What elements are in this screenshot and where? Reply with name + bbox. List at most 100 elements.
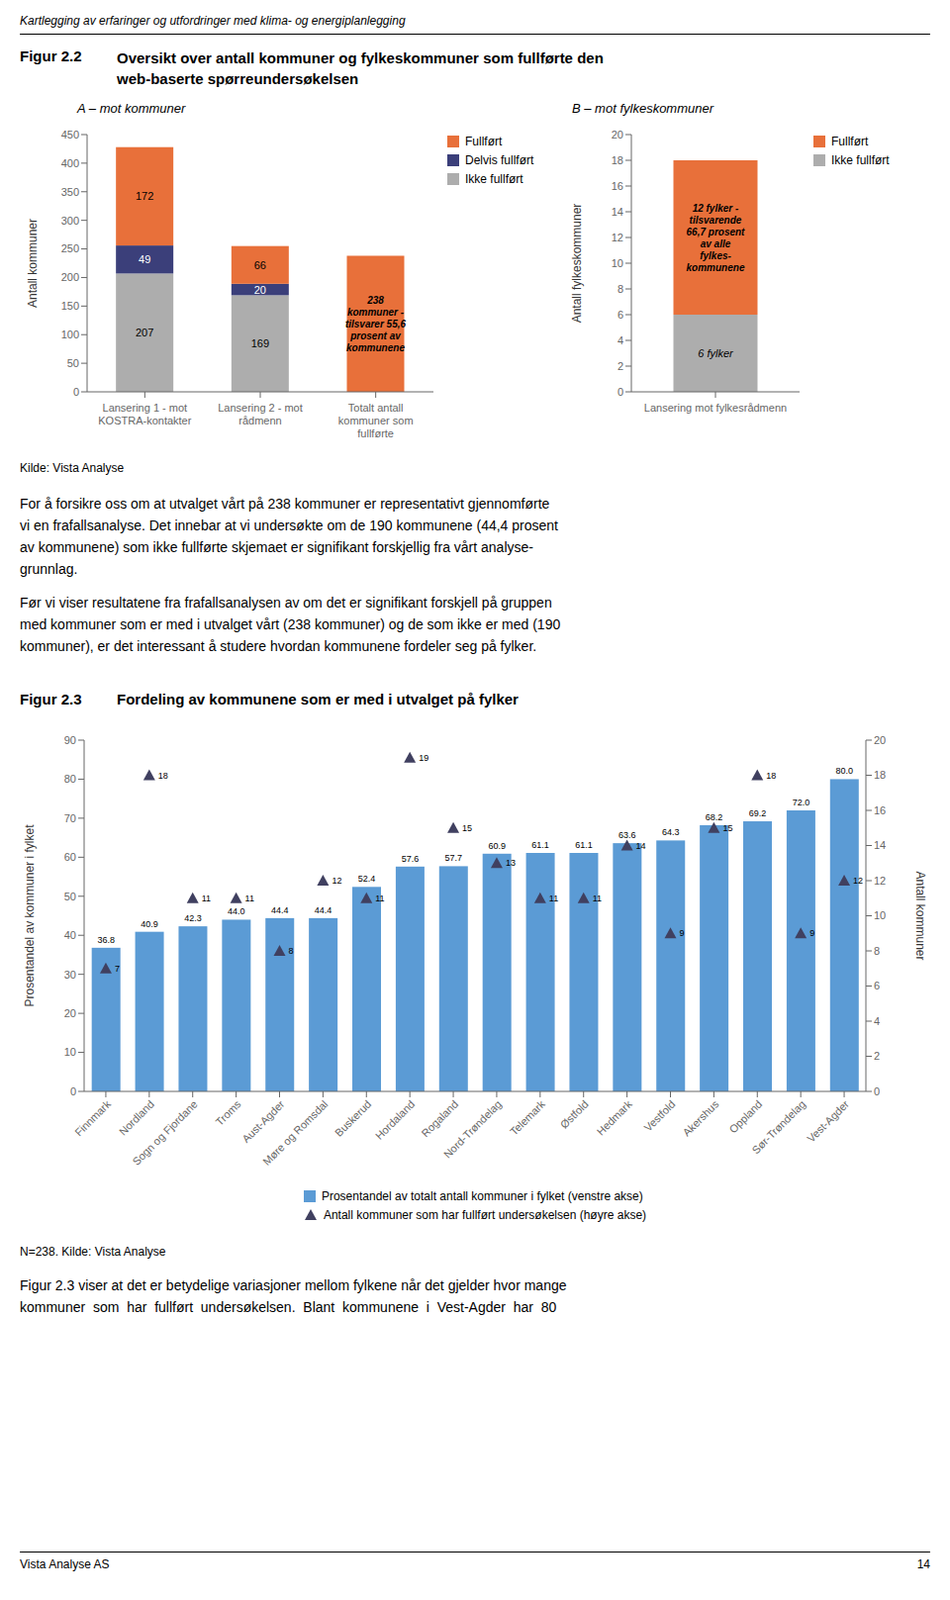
svg-text:8: 8 [617, 283, 624, 295]
svg-text:8: 8 [288, 946, 294, 956]
svg-text:90: 90 [64, 734, 77, 747]
svg-text:Totalt antallkommuner somfullf: Totalt antallkommuner somfullførte [338, 401, 414, 440]
svg-text:Buskerud: Buskerud [332, 1098, 374, 1140]
svg-text:Prosentandel av kommuner i fyl: Prosentandel av kommuner i fylket [22, 824, 37, 1008]
svg-text:63.6: 63.6 [618, 830, 637, 841]
svg-text:Lansering 1 - motKOSTRA-kontak: Lansering 1 - motKOSTRA-kontakter [97, 401, 191, 427]
svg-text:0: 0 [617, 385, 624, 398]
svg-text:57.7: 57.7 [445, 853, 464, 863]
svg-text:72.0: 72.0 [792, 797, 811, 808]
svg-text:61.1: 61.1 [531, 840, 550, 851]
svg-text:15: 15 [462, 823, 473, 834]
svg-text:Sør-Trøndelag: Sør-Trøndelag [749, 1098, 808, 1157]
svg-text:Lansering 2 - motrådmenn: Lansering 2 - motrådmenn [217, 401, 303, 427]
svg-text:16: 16 [611, 180, 624, 192]
svg-text:8: 8 [873, 945, 880, 957]
svg-text:12 fylker -tilsvarende66,7 pro: 12 fylker -tilsvarende66,7 prosentav all… [686, 202, 747, 274]
svg-text:60: 60 [64, 851, 77, 863]
svg-text:14: 14 [873, 839, 886, 852]
svg-text:4: 4 [873, 1015, 880, 1028]
svg-text:207: 207 [135, 326, 154, 339]
svg-text:2: 2 [873, 1049, 880, 1062]
svg-text:4: 4 [617, 334, 624, 347]
svg-text:14: 14 [611, 205, 624, 218]
svg-text:200: 200 [61, 271, 80, 284]
svg-text:20: 20 [64, 1007, 77, 1020]
svg-text:20: 20 [611, 128, 624, 141]
svg-text:6: 6 [617, 308, 624, 321]
svg-text:68.2: 68.2 [705, 812, 724, 823]
svg-text:42.3: 42.3 [184, 913, 202, 924]
svg-text:40: 40 [64, 929, 77, 942]
svg-text:0: 0 [873, 1085, 880, 1098]
svg-text:15: 15 [722, 823, 733, 834]
svg-text:70: 70 [64, 812, 77, 825]
svg-text:Hordaland: Hordaland [373, 1098, 417, 1142]
svg-text:50: 50 [64, 890, 77, 903]
svg-text:Nordland: Nordland [116, 1098, 157, 1139]
svg-text:30: 30 [64, 968, 77, 981]
svg-text:450: 450 [61, 128, 80, 141]
svg-text:18: 18 [611, 154, 624, 167]
svg-text:Troms: Troms [212, 1097, 244, 1129]
svg-text:Telemark: Telemark [507, 1097, 548, 1138]
svg-text:11: 11 [245, 893, 255, 904]
svg-text:14: 14 [636, 841, 647, 852]
svg-text:Antall kommuner: Antall kommuner [913, 870, 928, 960]
svg-text:12: 12 [611, 231, 624, 244]
svg-text:400: 400 [61, 157, 80, 170]
svg-text:13: 13 [505, 857, 516, 868]
svg-text:Aust-Agder: Aust-Agder [239, 1097, 287, 1145]
svg-text:50: 50 [67, 357, 80, 370]
svg-text:Akershus: Akershus [680, 1097, 722, 1139]
svg-text:44.4: 44.4 [271, 905, 289, 916]
svg-text:Nord-Trøndelag: Nord-Trøndelag [441, 1098, 504, 1161]
svg-text:300: 300 [61, 214, 80, 227]
svg-text:80: 80 [64, 772, 77, 785]
svg-text:61.1: 61.1 [574, 840, 593, 851]
svg-text:172: 172 [135, 190, 154, 202]
svg-text:Vestfold: Vestfold [641, 1098, 677, 1135]
svg-text:64.3: 64.3 [662, 827, 680, 838]
svg-text:11: 11 [201, 893, 211, 904]
svg-text:10: 10 [873, 909, 886, 922]
svg-text:250: 250 [61, 242, 80, 255]
svg-text:6 fylker: 6 fylker [697, 347, 735, 360]
svg-text:19: 19 [418, 753, 429, 763]
svg-text:11: 11 [549, 893, 559, 904]
svg-text:Møre og Romsdal: Møre og Romsdal [260, 1098, 330, 1168]
svg-text:52.4: 52.4 [358, 873, 377, 884]
svg-text:66: 66 [254, 259, 267, 272]
svg-text:238kommuner -tilsvarer 55,6pro: 238kommuner -tilsvarer 55,6prosent avkom… [345, 294, 407, 354]
svg-text:9: 9 [809, 928, 815, 939]
svg-text:350: 350 [61, 186, 80, 198]
svg-text:Østfold: Østfold [558, 1098, 591, 1132]
svg-text:0: 0 [73, 385, 80, 398]
svg-text:60.9: 60.9 [487, 841, 506, 852]
svg-text:12: 12 [873, 874, 886, 887]
svg-text:Finnmark: Finnmark [72, 1097, 113, 1139]
svg-text:80.0: 80.0 [836, 765, 855, 776]
svg-text:11: 11 [375, 893, 384, 904]
svg-text:Antall kommuner: Antall kommuner [25, 218, 40, 308]
svg-text:20: 20 [254, 284, 267, 296]
svg-text:100: 100 [61, 328, 80, 341]
svg-text:57.6: 57.6 [401, 854, 420, 864]
svg-text:Sogn og Fjordane: Sogn og Fjordane [129, 1098, 199, 1168]
svg-text:11: 11 [592, 893, 602, 904]
svg-text:16: 16 [873, 804, 886, 817]
svg-text:150: 150 [61, 299, 80, 312]
svg-text:0: 0 [70, 1085, 77, 1098]
svg-text:69.2: 69.2 [749, 808, 767, 819]
svg-text:18: 18 [765, 770, 776, 781]
svg-text:Hedmark: Hedmark [594, 1097, 635, 1138]
svg-text:2: 2 [617, 360, 624, 373]
svg-text:49: 49 [138, 253, 151, 266]
svg-text:10: 10 [611, 257, 624, 270]
svg-text:18: 18 [158, 770, 169, 781]
svg-text:36.8: 36.8 [96, 935, 115, 946]
svg-text:Oppland: Oppland [726, 1098, 764, 1137]
svg-text:Rogaland: Rogaland [418, 1098, 461, 1140]
svg-text:44.4: 44.4 [314, 905, 333, 916]
svg-text:Lansering mot fylkesrådmenn: Lansering mot fylkesrådmenn [644, 401, 787, 414]
